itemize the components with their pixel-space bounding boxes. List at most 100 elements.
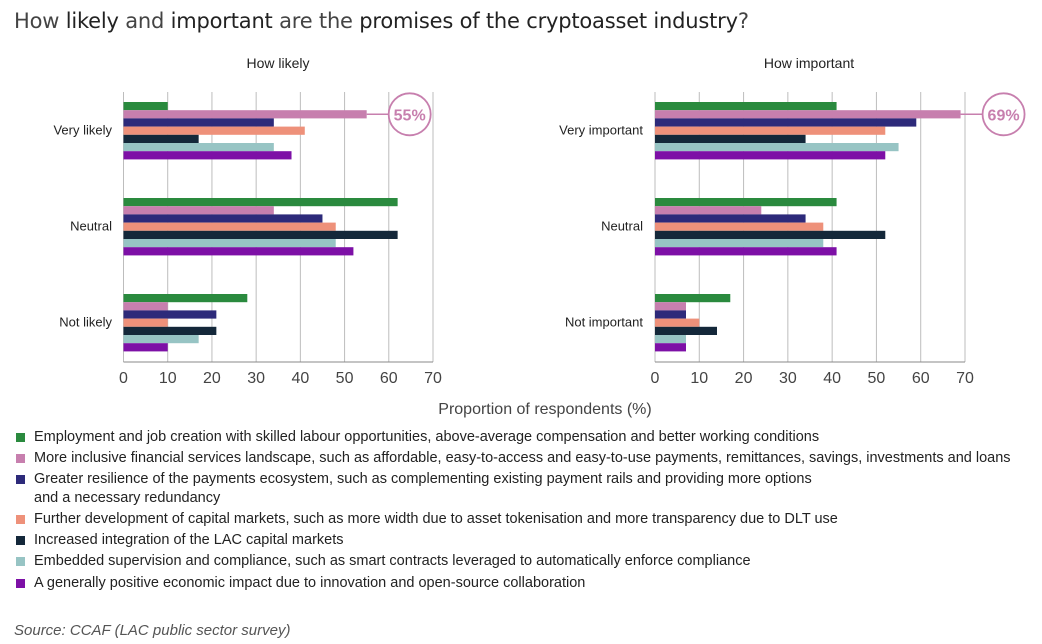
legend-item: Increased integration of the LAC capital… — [16, 531, 1031, 550]
bar — [123, 134, 199, 143]
bar — [123, 198, 398, 207]
bar — [123, 222, 336, 231]
legend-item: Greater resilience of the payments ecosy… — [16, 470, 1031, 507]
bar — [655, 310, 686, 319]
x-tick-label: 30 — [779, 370, 797, 387]
category-label: Not important — [565, 315, 643, 330]
x-tick-label: 30 — [247, 370, 265, 387]
bar — [123, 206, 274, 215]
bar — [123, 247, 354, 256]
bar — [123, 335, 199, 344]
category-label: Neutral — [70, 219, 112, 234]
bar — [655, 326, 717, 335]
bar — [655, 134, 806, 143]
bar — [123, 143, 274, 152]
legend-swatch — [16, 454, 25, 464]
legend-label: Further development of capital markets, … — [34, 511, 838, 528]
bar — [123, 343, 168, 352]
bar — [123, 318, 168, 327]
chart-area: How likely 0 10 20 30 40 50 60 70 Very likely Neut… — [53, 55, 1026, 418]
legend-label: Employment and job creation with skilled… — [34, 429, 820, 445]
x-axis-label: Proportion of respondents (%) — [438, 401, 651, 418]
legend: Employment and job creation with skilled… — [16, 428, 1031, 595]
x-tick-label: 70 — [956, 370, 974, 387]
legend-swatch — [16, 515, 25, 525]
bar — [655, 230, 886, 239]
title-text: How — [14, 9, 66, 33]
bar — [655, 343, 686, 352]
bar — [123, 110, 367, 119]
callout-circle — [387, 92, 432, 137]
legend-item: More inclusive financial services landsc… — [16, 449, 1031, 468]
category-label: Neutral — [601, 219, 643, 234]
bar — [655, 335, 686, 344]
bar — [123, 102, 168, 111]
bar — [123, 302, 168, 311]
category-label: Very important — [559, 123, 643, 138]
bar — [123, 230, 398, 239]
bar — [655, 294, 731, 303]
bar — [655, 143, 899, 152]
x-tick-label: 0 — [651, 370, 660, 387]
bar — [655, 247, 837, 256]
callout-label: 69% — [988, 107, 1020, 124]
panel-title: How likely — [246, 55, 309, 71]
legend-swatch — [16, 475, 25, 485]
bar — [123, 126, 305, 135]
title-emphasis: promises of the cryptoasset industry — [359, 9, 738, 33]
legend-item: Employment and job creation with skilled… — [16, 428, 1031, 447]
bar — [123, 294, 248, 303]
legend-label: More inclusive financial services landsc… — [34, 450, 1011, 467]
bar — [123, 151, 292, 160]
bar — [123, 239, 336, 248]
x-tick-label: 0 — [119, 370, 128, 387]
legend-label: Increased integration of the LAC capital… — [34, 532, 344, 549]
bar — [123, 326, 217, 335]
title-emphasis: important — [170, 9, 273, 33]
legend-item: A generally positive economic impact due… — [16, 574, 1031, 593]
x-tick-label: 10 — [690, 370, 708, 387]
x-tick-label: 50 — [336, 370, 354, 387]
legend-label: Embedded supervision and compliance, suc… — [34, 553, 751, 570]
bar — [655, 110, 961, 119]
x-tick-label: 50 — [868, 370, 886, 387]
bar — [655, 118, 917, 127]
legend-swatch — [16, 433, 25, 442]
callout-circle — [981, 92, 1026, 137]
legend-item: Embedded supervision and compliance, suc… — [16, 552, 1031, 571]
title-emphasis: likely — [65, 9, 119, 33]
title-text: ? — [737, 9, 749, 33]
bar — [655, 206, 762, 215]
legend-swatch — [16, 578, 25, 588]
x-tick-label: 40 — [291, 370, 309, 387]
source-note: Source: CCAF (LAC public sector survey) — [14, 622, 291, 639]
legend-item: Further development of capital markets, … — [16, 510, 1031, 529]
bar — [655, 318, 700, 327]
bar — [123, 118, 274, 127]
chart-title: How likely and important are the promise… — [14, 9, 749, 33]
category-label: Not likely — [59, 315, 112, 330]
x-tick-label: 20 — [203, 370, 221, 387]
legend-label: A generally positive economic impact due… — [34, 574, 586, 591]
x-tick-label: 40 — [823, 370, 841, 387]
bar — [655, 102, 837, 111]
bar — [655, 214, 806, 223]
bar — [655, 198, 837, 207]
title-text: are the — [272, 9, 360, 33]
legend-label: Greater resilience of the payments ecosy… — [34, 471, 812, 506]
title-text: and — [118, 9, 171, 33]
panel-title: How important — [764, 55, 854, 71]
bar — [655, 222, 824, 231]
legend-swatch — [16, 557, 25, 567]
x-tick-label: 10 — [159, 370, 177, 387]
category-label: Very likely — [53, 123, 112, 138]
bar — [123, 214, 323, 223]
bar — [655, 302, 686, 311]
legend-swatch — [16, 536, 25, 546]
x-tick-label: 70 — [424, 370, 442, 387]
bar — [123, 310, 217, 319]
bar — [655, 126, 886, 135]
x-tick-label: 60 — [912, 370, 930, 387]
x-tick-label: 60 — [380, 370, 398, 387]
x-tick-label: 20 — [735, 370, 753, 387]
